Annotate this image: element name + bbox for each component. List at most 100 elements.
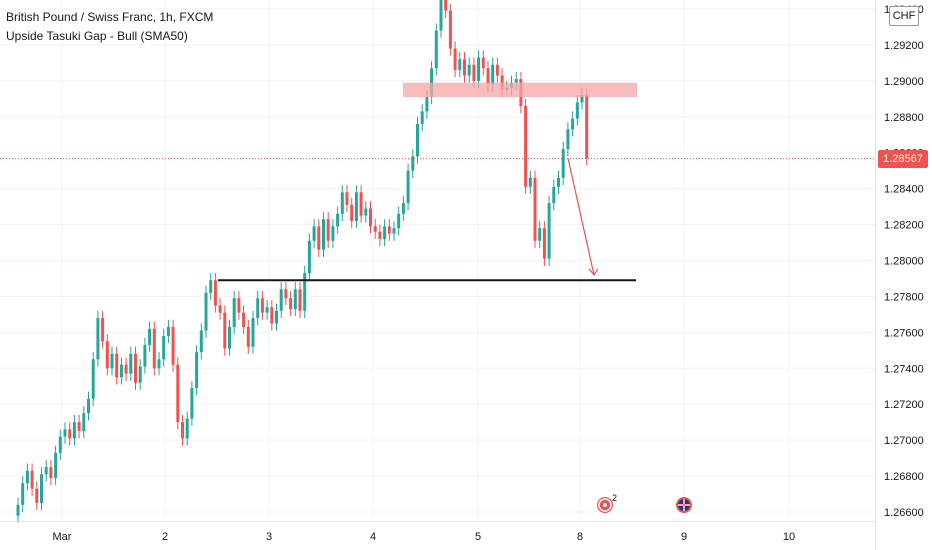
- time-axis[interactable]: Mar 2 3 4 5 8 9 10: [53, 531, 796, 543]
- candle-body: [566, 129, 570, 150]
- time-tick-label: 8: [577, 531, 583, 543]
- candle-body: [448, 10, 452, 49]
- candle-body: [237, 298, 241, 313]
- candle-body: [495, 64, 499, 76]
- candle-body: [411, 156, 415, 171]
- price-axis[interactable]: 1.26600 1.26800 1.27000 1.27200 1.27400 1.276…: [884, 4, 924, 519]
- candle-body: [96, 317, 100, 360]
- candle-body: [477, 57, 481, 81]
- candle-body: [580, 95, 584, 103]
- currency-selector[interactable]: CHF: [889, 6, 919, 26]
- candle-body: [383, 226, 387, 239]
- candle-body: [72, 422, 76, 439]
- candle-body: [552, 186, 556, 204]
- candle-body: [105, 341, 109, 369]
- candle-body: [561, 149, 565, 178]
- candle-body: [322, 219, 325, 250]
- candle-body: [279, 289, 283, 311]
- economic-event-icon[interactable]: [597, 497, 613, 513]
- candle-body: [528, 177, 532, 187]
- candle-body: [110, 353, 114, 369]
- candle-body: [199, 330, 203, 353]
- candle-body: [87, 398, 90, 414]
- gb-flag-event-icon[interactable]: [676, 497, 692, 513]
- candle-body: [359, 192, 363, 216]
- candle-body: [472, 64, 476, 81]
- candle-body: [260, 298, 264, 313]
- candle-body: [434, 30, 438, 69]
- projection-arrowhead: [588, 268, 599, 276]
- candle-body: [364, 208, 368, 216]
- candle-body: [16, 504, 20, 516]
- candle-body: [124, 364, 128, 374]
- candle-body: [453, 48, 457, 71]
- candle-body: [312, 226, 316, 241]
- candle-body: [40, 474, 43, 504]
- price-tick-label: 1.28200: [884, 220, 924, 232]
- candle-body: [213, 280, 217, 306]
- candle-body: [331, 226, 335, 241]
- candle-body: [152, 328, 156, 369]
- candle-body: [289, 298, 293, 310]
- candle-body: [101, 317, 105, 342]
- candle-body: [571, 118, 575, 130]
- price-tick-label: 1.27200: [884, 399, 924, 411]
- candle-body: [256, 298, 260, 318]
- price-tick-label: 1.28400: [884, 184, 924, 196]
- candle-body: [542, 228, 546, 259]
- candle-body: [533, 177, 537, 241]
- projection-arrow: [567, 157, 595, 276]
- symbol-title: British Pound / Swiss Franc, 1h, FXCM: [6, 10, 214, 24]
- candle-body: [416, 123, 419, 157]
- last-price-label: 1.28567: [878, 149, 928, 168]
- candle-body: [209, 280, 213, 293]
- candle-body: [392, 228, 396, 234]
- price-tick-label: 1.27600: [884, 327, 924, 339]
- time-tick-label: 3: [266, 531, 272, 543]
- candle-body: [575, 102, 579, 119]
- price-tick-label: 1.27000: [884, 435, 924, 447]
- candle-body: [378, 231, 382, 239]
- candle-body: [77, 422, 81, 432]
- candle-body: [49, 467, 53, 478]
- price-tick-label: 1.28800: [884, 112, 924, 124]
- candle-body: [35, 488, 39, 504]
- candle-body: [439, 0, 443, 31]
- candle-body: [486, 68, 490, 85]
- candle-body: [336, 213, 340, 227]
- candle-body: [514, 79, 518, 83]
- candle-body: [25, 470, 29, 484]
- candle-body: [162, 335, 166, 360]
- time-tick-label: 2: [162, 531, 168, 543]
- candle-body: [340, 192, 344, 214]
- candle-body: [171, 326, 175, 365]
- candle-body: [491, 64, 495, 85]
- candle-body: [232, 298, 236, 327]
- price-tick-label: 1.29200: [884, 40, 924, 52]
- time-tick-label: Mar: [53, 531, 72, 543]
- candle-body: [303, 273, 307, 311]
- price-tick-label: 1.27800: [884, 291, 924, 303]
- price-tick-label: 1.29000: [884, 76, 924, 88]
- candle-body: [157, 359, 161, 369]
- candle-body: [345, 192, 349, 205]
- candle-body: [138, 366, 142, 383]
- candle-body: [557, 177, 560, 187]
- candle-body: [195, 352, 199, 389]
- candle-body: [397, 213, 401, 229]
- candle-body: [284, 289, 288, 299]
- candle-body: [317, 226, 321, 250]
- candle-body: [406, 170, 410, 204]
- candle-body: [129, 353, 133, 374]
- candle-body: [444, 0, 448, 11]
- candle-body: [176, 364, 180, 423]
- candle-body: [218, 305, 222, 313]
- candle-body: [401, 203, 405, 214]
- candle-body: [420, 111, 424, 124]
- candle-body: [21, 483, 25, 505]
- candle-body: [181, 422, 184, 439]
- chart-grid: [0, 0, 875, 521]
- candle-body: [547, 203, 551, 259]
- candle-body: [246, 326, 250, 347]
